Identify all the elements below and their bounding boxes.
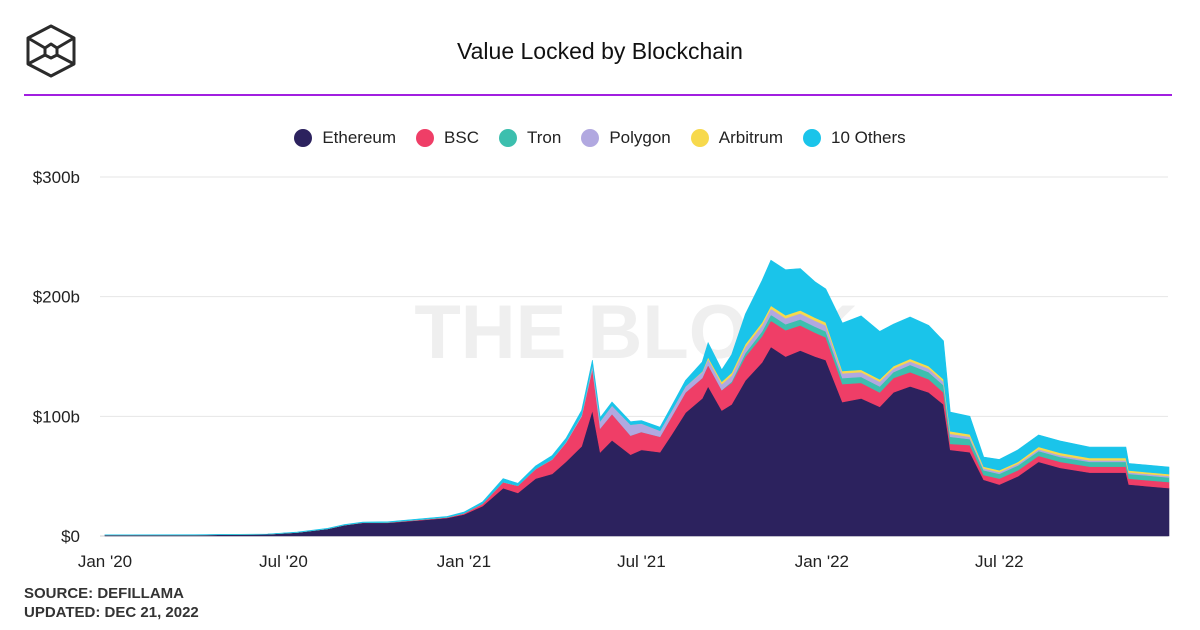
legend-swatch [294,129,313,147]
legend-label: Arbitrum [718,128,783,147]
legend-swatch [416,129,435,147]
legend-item[interactable]: Arbitrum [690,128,783,148]
legend-swatch [499,129,517,147]
legend-swatch [581,129,600,147]
legend-swatch [803,129,821,147]
y-tick-label: $200b [33,288,80,307]
legend-item[interactable]: 10 Others [803,128,906,148]
legend-swatch [690,129,709,147]
legend-label: BSC [444,128,479,147]
updated-note: UPDATED: DEC 21, 2022 [24,604,199,621]
chart-title: Value Locked by Blockchain [457,38,743,64]
x-tick-label: Jul '22 [975,552,1024,571]
legend-item[interactable]: Polygon [581,128,671,148]
x-tick-label: Jan '20 [78,552,132,571]
legend: Ethereum BSC Tron Polygon Arbitrum 10 Others [0,128,1200,148]
header-divider [24,94,1172,96]
legend-label: Ethereum [322,128,397,147]
legend-label: 10 Others [831,128,906,147]
y-tick-label: $0 [61,527,80,546]
legend-label: Tron [527,128,562,147]
source-note: SOURCE: DEFILLAMA [24,585,184,602]
y-tick-label: $300b [33,168,80,187]
area-10-others [104,259,1170,536]
y-tick-label: $100b [33,407,80,426]
x-tick-label: Jan '21 [437,552,491,571]
x-tick-label: Jul '21 [617,552,666,571]
legend-item[interactable]: Ethereum [294,128,396,148]
x-tick-label: Jul '20 [259,552,308,571]
x-tick-label: Jan '22 [795,552,849,571]
legend-item[interactable]: BSC [416,128,479,148]
footer: SOURCE: DEFILLAMA UPDATED: DEC 21, 2022 [24,584,199,622]
legend-item[interactable]: Tron [499,128,561,148]
the-block-logo [26,24,76,78]
legend-label: Polygon [609,128,671,147]
